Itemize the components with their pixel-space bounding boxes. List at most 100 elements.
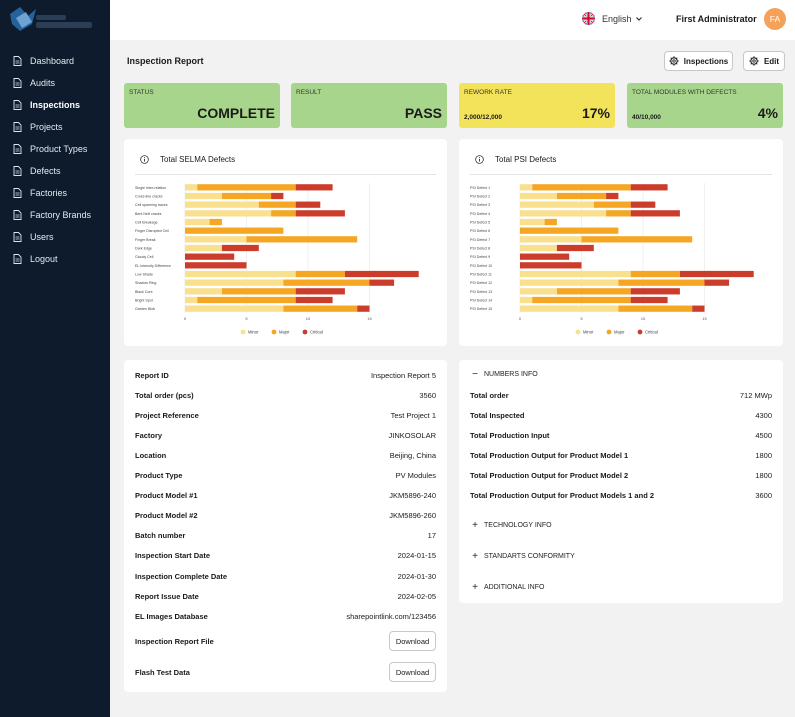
sidebar-item-users[interactable]: Users [0, 226, 110, 248]
psi-chart-title: Total PSI Defects [495, 155, 557, 164]
category-label: Finger Disrupted Cell [135, 229, 169, 233]
x-tick-label: 0 [184, 316, 187, 321]
x-tick-label: 15 [702, 316, 707, 321]
category-label: Cell spanning traces [135, 203, 168, 207]
bar-segment-major [618, 279, 705, 286]
detail-row: Inspection Report File [135, 634, 377, 648]
bar-segment-minor [520, 201, 594, 208]
sidebar: Dashboard Audits Inspections Projects Produc… [0, 0, 110, 717]
detail-key: Project Reference [135, 410, 199, 420]
download-report-button[interactable]: Download [389, 631, 436, 651]
info-icon[interactable] [475, 155, 484, 164]
number-value: 712 MWp [739, 390, 772, 400]
category-label: PSI Defect 1 [470, 186, 490, 190]
sidebar-item-product-types[interactable]: Product Types [0, 138, 110, 160]
bar-segment-critical [630, 296, 668, 304]
document-icon [13, 232, 22, 242]
section-title: STANDARTS CONFORMITY [484, 553, 575, 560]
legend-swatch [637, 329, 643, 335]
sidebar-item-label: Product Types [30, 144, 88, 154]
number-key: Total Production Output for Product Mode… [470, 450, 629, 460]
bar-segment-major [221, 288, 296, 295]
detail-value: 2024-02-05 [397, 591, 436, 601]
sidebar-item-projects[interactable]: Projects [0, 116, 110, 138]
document-icon [13, 144, 22, 154]
edit-button-label: Edit [763, 56, 780, 66]
section-additional-info[interactable]: + ADDITIONAL INFO [470, 582, 544, 593]
detail-value: 2024-01-30 [397, 571, 436, 581]
bar-segment-critical [221, 244, 259, 252]
language-selector[interactable]: English [582, 12, 643, 25]
sidebar-item-logout[interactable]: Logout [0, 248, 110, 270]
section-technology-info[interactable]: + TECHNOLOGY INFO [470, 520, 552, 531]
legend-swatch [240, 329, 246, 335]
bar-segment-minor [185, 288, 222, 295]
bar-segment-minor [520, 288, 557, 295]
bar-segment-major [283, 279, 370, 286]
topbar: English First Administrator FA [110, 0, 795, 40]
sidebar-item-factory-brands[interactable]: Factory Brands [0, 204, 110, 226]
category-label: PSI Defect 2 [470, 195, 490, 199]
bar-segment-major [185, 227, 284, 234]
report-file-label: Inspection Report File [135, 636, 214, 646]
bar-segment-minor [520, 270, 631, 278]
bar-segment-minor [520, 279, 619, 286]
status-label: STATUS [129, 89, 154, 96]
category-label: Black Core [135, 290, 153, 294]
company-logo[interactable] [6, 4, 94, 36]
bar-segment-major [556, 192, 607, 200]
legend-swatch [606, 329, 612, 335]
inspections-button[interactable]: Inspections [664, 51, 733, 71]
bar-segment-critical [704, 279, 730, 286]
detail-key: Product Model #1 [135, 491, 198, 501]
detail-key: Total order (pcs) [135, 390, 194, 400]
sidebar-item-label: Defects [30, 166, 61, 176]
uk-flag-icon [582, 12, 595, 25]
edit-button[interactable]: Edit [743, 51, 785, 71]
category-label: Low Shade [135, 273, 153, 277]
detail-row: Factory JINKOSOLAR [135, 428, 436, 442]
section-standarts-conformity[interactable]: + STANDARTS CONFORMITY [470, 551, 575, 562]
rework-rate-card: REWORK RATE 2,000/12,000 17% [459, 83, 615, 128]
number-value: 1800 [755, 470, 772, 480]
sidebar-item-defects[interactable]: Defects [0, 160, 110, 182]
download-flash-test-button[interactable]: Download [389, 662, 436, 682]
bar-segment-minor [520, 244, 557, 252]
numbers-info-header[interactable]: − NUMBERS INFO [470, 369, 538, 380]
bar-segment-minor [520, 218, 545, 226]
info-icon[interactable] [140, 155, 149, 164]
category-label: PSI Defect 4 [470, 212, 490, 216]
bar-segment-minor [185, 244, 222, 252]
sidebar-item-factories[interactable]: Factories [0, 182, 110, 204]
category-label: PSI Defect 14 [470, 299, 492, 303]
detail-key: Batch number [135, 531, 186, 541]
legend-swatch [271, 329, 277, 335]
category-label: PSI Defect 12 [470, 281, 492, 285]
sidebar-item-inspections[interactable]: Inspections [0, 94, 110, 116]
user-name[interactable]: First Administrator [676, 14, 757, 24]
avatar[interactable]: FA [764, 8, 786, 30]
number-row: Total order 712 MWp [470, 388, 772, 402]
bar-segment-minor [185, 210, 272, 217]
bar-segment-major [606, 210, 631, 217]
detail-value: sharepointlink.com/123456 [346, 611, 436, 621]
bar-segment-critical [295, 210, 345, 217]
sidebar-item-dashboard[interactable]: Dashboard [0, 50, 110, 72]
number-key: Total Inspected [470, 410, 525, 420]
modules-with-defects-count: 40/10,000 [632, 114, 661, 121]
sidebar-item-audits[interactable]: Audits [0, 72, 110, 94]
numbers-info-panel: − NUMBERS INFO Total order 712 MWp Total Ins… [459, 360, 783, 603]
collapse-icon: − [472, 369, 478, 380]
bar-segment-critical [357, 305, 370, 312]
detail-row: Location Beijing, China [135, 448, 436, 462]
document-icon [13, 166, 22, 176]
sidebar-item-label: Users [30, 232, 54, 242]
detail-row: Product Model #2 JKM5896-260 [135, 509, 436, 523]
section-title: TECHNOLOGY INFO [484, 522, 552, 529]
bar-segment-minor [185, 192, 222, 200]
bar-segment-critical [520, 253, 570, 260]
detail-row: Flash Test Data [135, 665, 377, 679]
number-value: 4300 [755, 410, 772, 420]
legend-label: Minor [248, 330, 259, 335]
bar-segment-critical [630, 288, 680, 295]
